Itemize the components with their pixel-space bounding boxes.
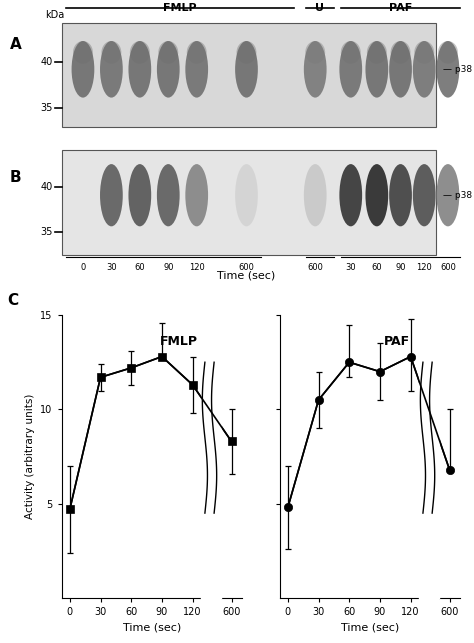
- Text: C: C: [7, 293, 18, 307]
- Text: A: A: [9, 37, 21, 52]
- Text: FMLP: FMLP: [160, 335, 198, 348]
- Text: 90: 90: [163, 263, 173, 272]
- Text: 30: 30: [106, 263, 117, 272]
- Ellipse shape: [341, 41, 361, 64]
- Y-axis label: Activity (arbitrary units): Activity (arbitrary units): [25, 394, 35, 519]
- Text: 120: 120: [189, 263, 205, 272]
- Text: U: U: [316, 3, 324, 13]
- Text: Time (sec): Time (sec): [218, 270, 275, 280]
- Ellipse shape: [157, 41, 180, 98]
- Bar: [201, 592, 221, 626]
- Bar: [62, 150, 436, 255]
- Text: — p38 MAPk: — p38 MAPk: [443, 65, 474, 74]
- Ellipse shape: [72, 41, 94, 98]
- X-axis label: Time (sec): Time (sec): [341, 622, 399, 633]
- Text: 40: 40: [41, 182, 53, 192]
- Text: — p38 MAPk: — p38 MAPk: [443, 191, 474, 200]
- Ellipse shape: [128, 41, 151, 98]
- Ellipse shape: [339, 164, 362, 226]
- Text: 30: 30: [346, 263, 356, 272]
- Ellipse shape: [304, 41, 327, 98]
- Ellipse shape: [437, 164, 459, 226]
- Ellipse shape: [389, 164, 412, 226]
- Ellipse shape: [438, 41, 458, 64]
- Text: 35: 35: [41, 227, 53, 237]
- Bar: [419, 592, 439, 626]
- Text: PAF: PAF: [383, 335, 410, 348]
- Text: 600: 600: [238, 263, 255, 272]
- Ellipse shape: [157, 164, 180, 226]
- Text: 35: 35: [41, 102, 53, 113]
- Text: FMLP: FMLP: [164, 3, 197, 13]
- Text: 90: 90: [395, 263, 406, 272]
- Bar: [62, 23, 436, 127]
- Ellipse shape: [101, 41, 121, 64]
- Ellipse shape: [100, 41, 123, 98]
- Ellipse shape: [414, 41, 434, 64]
- Ellipse shape: [158, 41, 178, 64]
- Text: 40: 40: [41, 57, 53, 68]
- Ellipse shape: [305, 41, 325, 64]
- Ellipse shape: [235, 41, 258, 98]
- Ellipse shape: [235, 164, 258, 226]
- Ellipse shape: [413, 41, 436, 98]
- X-axis label: Time (sec): Time (sec): [123, 622, 181, 633]
- Ellipse shape: [237, 41, 256, 64]
- Text: 60: 60: [135, 263, 145, 272]
- Ellipse shape: [185, 164, 208, 226]
- Text: 600: 600: [307, 263, 323, 272]
- Text: kDa: kDa: [45, 10, 64, 20]
- Ellipse shape: [365, 41, 388, 98]
- Ellipse shape: [187, 41, 207, 64]
- Ellipse shape: [100, 164, 123, 226]
- Text: PAF: PAF: [389, 3, 412, 13]
- Ellipse shape: [304, 164, 327, 226]
- Ellipse shape: [365, 164, 388, 226]
- Ellipse shape: [128, 164, 151, 226]
- Ellipse shape: [389, 41, 412, 98]
- Ellipse shape: [130, 41, 150, 64]
- Ellipse shape: [73, 41, 93, 64]
- Text: 120: 120: [416, 263, 432, 272]
- Text: 60: 60: [372, 263, 382, 272]
- Ellipse shape: [339, 41, 362, 98]
- Text: B: B: [9, 170, 21, 185]
- Ellipse shape: [391, 41, 410, 64]
- Text: 0: 0: [80, 263, 86, 272]
- Ellipse shape: [413, 164, 436, 226]
- Text: 600: 600: [440, 263, 456, 272]
- Ellipse shape: [185, 41, 208, 98]
- Ellipse shape: [367, 41, 387, 64]
- Ellipse shape: [437, 41, 459, 98]
